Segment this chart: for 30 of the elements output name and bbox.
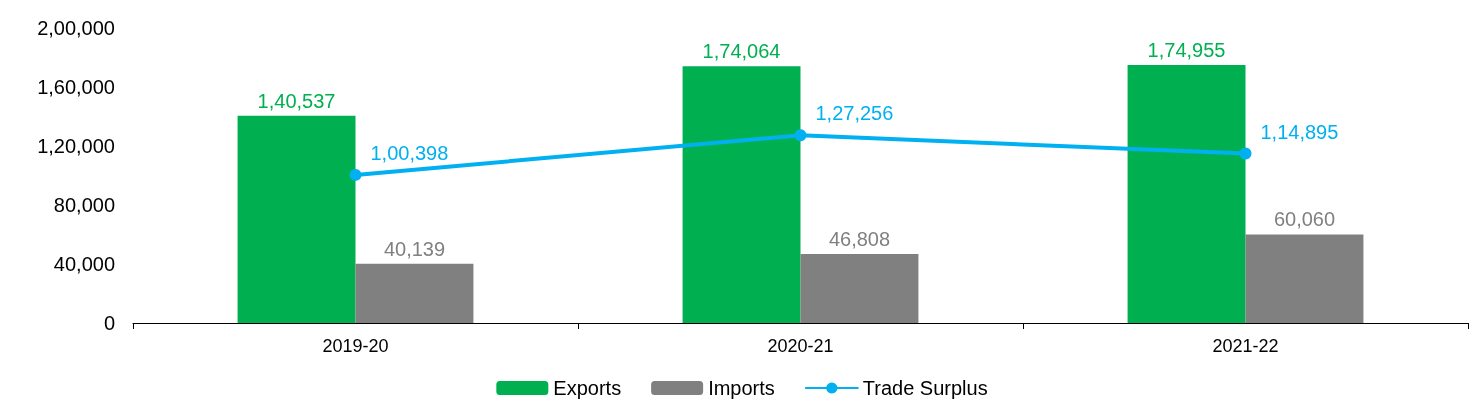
y-tick-label: 1,60,000: [37, 76, 115, 98]
x-tick-label: 2019-20: [322, 336, 389, 356]
y-tick-label: 1,20,000: [37, 135, 115, 157]
legend-label: Imports: [708, 377, 775, 399]
x-tick-label: 2021-22: [1212, 336, 1279, 356]
legend-label: Trade Surplus: [862, 377, 988, 399]
y-tick-label: 40,000: [53, 253, 115, 275]
bar: [1127, 64, 1246, 323]
bar: [355, 263, 474, 323]
bar: [800, 253, 919, 323]
legend-label: Exports: [553, 377, 622, 399]
y-tick-label: 2,00,000: [37, 17, 115, 39]
y-tick-label: 80,000: [53, 194, 115, 216]
data-label: 40,139: [383, 237, 446, 260]
data-label: 1,74,064: [702, 40, 781, 63]
data-label: 46,808: [828, 227, 891, 250]
y-tick-label: 0: [103, 312, 115, 334]
bar: [237, 115, 356, 323]
point: [349, 168, 362, 181]
point: [1239, 147, 1252, 160]
data-label: 60,060: [1273, 208, 1336, 231]
data-label: 1,40,537: [257, 89, 336, 112]
bar: [682, 66, 801, 323]
data-label: 1,00,398: [370, 141, 449, 164]
data-label: 1,74,955: [1147, 38, 1226, 61]
x-tick-label: 2020-21: [767, 336, 834, 356]
bar: [1245, 234, 1364, 323]
data-label: 1,14,895: [1260, 120, 1339, 143]
data-label: 1,27,256: [815, 102, 894, 125]
point: [794, 129, 807, 142]
